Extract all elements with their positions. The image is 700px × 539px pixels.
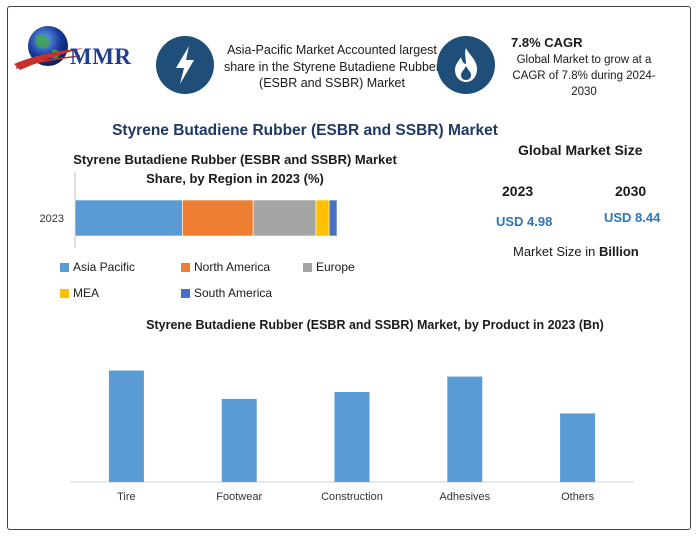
legend-item-asia-pacific: Asia Pacific bbox=[60, 260, 135, 274]
product-chart: Tire Footwear Construction Adhesives Others bbox=[70, 370, 634, 503]
brand-name: MMR bbox=[70, 44, 132, 69]
flame-icon bbox=[437, 36, 495, 94]
market-size-2030: USD 8.44 bbox=[604, 210, 661, 225]
product-tick-label: Adhesives bbox=[439, 491, 490, 503]
region-bar-segment bbox=[315, 199, 330, 237]
product-tick-label: Footwear bbox=[216, 491, 262, 503]
region-chart-title: Styrene Butadiene Rubber (ESBR and SSBR)… bbox=[73, 152, 397, 186]
product-bar bbox=[447, 376, 483, 482]
region-category-label: 2023 bbox=[40, 213, 64, 225]
globe-icon bbox=[14, 26, 84, 70]
region-bar-segment bbox=[182, 199, 254, 237]
product-bar bbox=[108, 370, 144, 482]
market-size-title: Global Market Size bbox=[518, 142, 643, 158]
product-tick-label: Others bbox=[561, 491, 595, 503]
region-bar-segment bbox=[252, 199, 317, 237]
region-bar-segment bbox=[328, 199, 338, 237]
cagr-text: Global Market to grow at a CAGR of 7.8% … bbox=[512, 54, 656, 98]
cagr-title: 7.8% CAGR bbox=[511, 35, 583, 50]
product-bar bbox=[560, 413, 596, 482]
product-bar bbox=[334, 392, 370, 482]
product-chart-title: Styrene Butadiene Rubber (ESBR and SSBR)… bbox=[146, 318, 604, 332]
legend-item-mea: MEA bbox=[60, 286, 99, 300]
region-share-chart: 2023 bbox=[40, 172, 338, 248]
legend-item-europe: Europe bbox=[303, 260, 355, 274]
lightning-icon bbox=[156, 36, 214, 94]
product-bar bbox=[221, 398, 257, 482]
market-size-unit: Market Size in Billion bbox=[513, 244, 639, 259]
region-bar-segment bbox=[74, 199, 183, 237]
year-2030-label: 2030 bbox=[615, 183, 647, 199]
page-title: Styrene Butadiene Rubber (ESBR and SSBR)… bbox=[112, 122, 498, 139]
mmr-logo bbox=[12, 22, 142, 80]
legend-item-south-america: South America bbox=[181, 286, 272, 300]
market-size-2023: USD 4.98 bbox=[496, 214, 553, 229]
year-2023-label: 2023 bbox=[502, 183, 534, 199]
infographic-frame bbox=[7, 6, 691, 530]
product-tick-label: Tire bbox=[117, 491, 136, 503]
legend-item-north-america: North America bbox=[181, 260, 270, 274]
product-tick-label: Construction bbox=[321, 491, 383, 503]
highlight-asia-pacific: Asia-Pacific Market Accounted largest sh… bbox=[223, 43, 441, 90]
